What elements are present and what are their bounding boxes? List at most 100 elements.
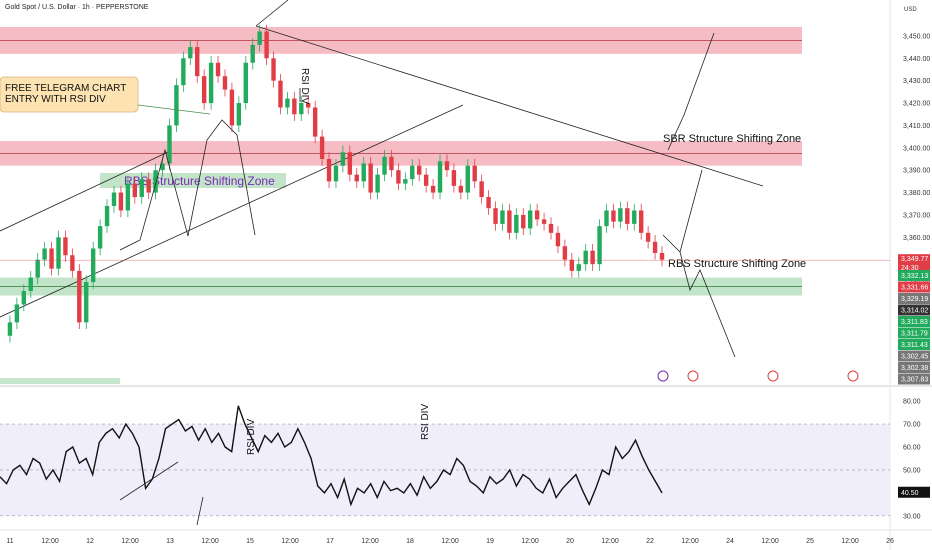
rsi-current-badge [898,486,930,498]
candle-body [97,226,103,249]
price-badge [898,327,930,339]
candle-body [382,156,387,175]
y-tick-label: 3,390.00 [903,168,930,175]
price-badge [898,270,930,281]
candle-body [659,252,665,260]
candle-body [21,291,27,305]
candle-body [340,152,346,166]
candle-body [632,210,637,224]
price-badge [898,373,930,385]
rsi-tick-label: 60.00 [903,445,921,452]
candle-body [195,47,200,77]
price-badge-text: 3,311.43 [901,342,928,349]
candle-body [541,219,547,224]
x-tick-label: 25 [806,538,814,545]
y-tick-label: 3,400.00 [903,145,930,152]
price-badge-text: 3,311.79 [901,331,928,338]
x-tick-label: 12:00 [521,538,539,545]
currency-label: USD [904,7,917,13]
x-tick-label: 12:00 [41,538,59,545]
candle-body [35,259,40,278]
candle-body [486,197,491,209]
candle-body [437,161,443,193]
projected-path [119,119,256,251]
y-tick-label: 3,380.00 [903,190,930,197]
candle-body [167,125,172,164]
candle-body [319,136,325,159]
candle-body [84,282,89,323]
x-tick-label: 12:00 [761,538,779,545]
y-tick-label: 3,370.00 [903,212,930,219]
candle-body [361,163,366,182]
candle-body [493,208,498,224]
candle-body [604,210,609,227]
candle-body [645,232,651,242]
price-badge-text: 3,307.83 [901,377,928,384]
callout-line-1: FREE TELEGRAM CHART [5,83,126,94]
candle-body [597,226,602,265]
y-tick-label: 3,450.00 [903,33,930,40]
candle-body [208,62,214,104]
candle-body [444,161,450,171]
candle-body [423,174,429,186]
y-tick-label: 3,420.00 [903,101,930,108]
candle-body [250,44,255,63]
rsi-line [0,405,663,507]
candle-body [181,58,186,86]
candle-body [42,248,47,260]
candle-body [299,103,304,115]
candle-body [403,179,408,184]
rsi-div-label-2: RSI DIV [420,404,431,440]
price-badge-text: 3,329.19 [901,296,928,303]
candle-body [625,208,630,224]
candle-body [562,246,568,260]
x-tick-label: 26 [886,538,894,545]
x-tick-label: 12:00 [281,538,299,545]
price-badge [898,293,930,304]
candle-body [285,98,290,108]
price-badge-text: 3,314.02 [901,308,928,315]
candle-body [118,192,124,211]
trend-extension-line [255,0,289,27]
rsi-tick-label: 70.00 [903,422,921,429]
candle-body [534,210,540,220]
rsi-div-label-1: RSI DIV [246,419,257,455]
candle-body [28,277,33,292]
x-tick-label: 12:00 [681,538,699,545]
candle-body [465,165,470,193]
x-tick-label: 18 [406,538,414,545]
rsi-tick-label: 80.00 [903,399,921,406]
candle-body [521,214,526,229]
event-icon [657,370,669,382]
candle-body [333,165,339,182]
candle-body [618,208,623,222]
candle-body [111,192,117,206]
candle-body [326,158,332,182]
price-badge [898,281,930,293]
candle-body [368,163,373,193]
candle-body [472,165,477,182]
candle-body [292,98,297,115]
candle-body [611,210,616,222]
projected-path-mid [662,169,703,253]
price-badge-text: 3,331.66 [901,285,928,292]
candle-body [49,248,54,269]
candle-body [430,185,436,193]
price-badge [898,350,930,362]
candle-body [569,259,575,271]
x-tick-label: 12:00 [121,538,139,545]
x-tick-label: 13 [166,538,174,545]
candle-body [125,183,131,211]
candle-body [354,174,359,182]
candle-body [410,165,415,180]
callout-pointer [137,104,211,115]
candle-body [548,223,554,233]
current-price-badge [898,254,930,275]
candle-body [396,170,401,184]
candle-body [70,255,75,271]
channel-upper-line [0,151,169,232]
candle-body [306,103,311,108]
candle-body [90,248,96,283]
candle-body [139,179,144,198]
